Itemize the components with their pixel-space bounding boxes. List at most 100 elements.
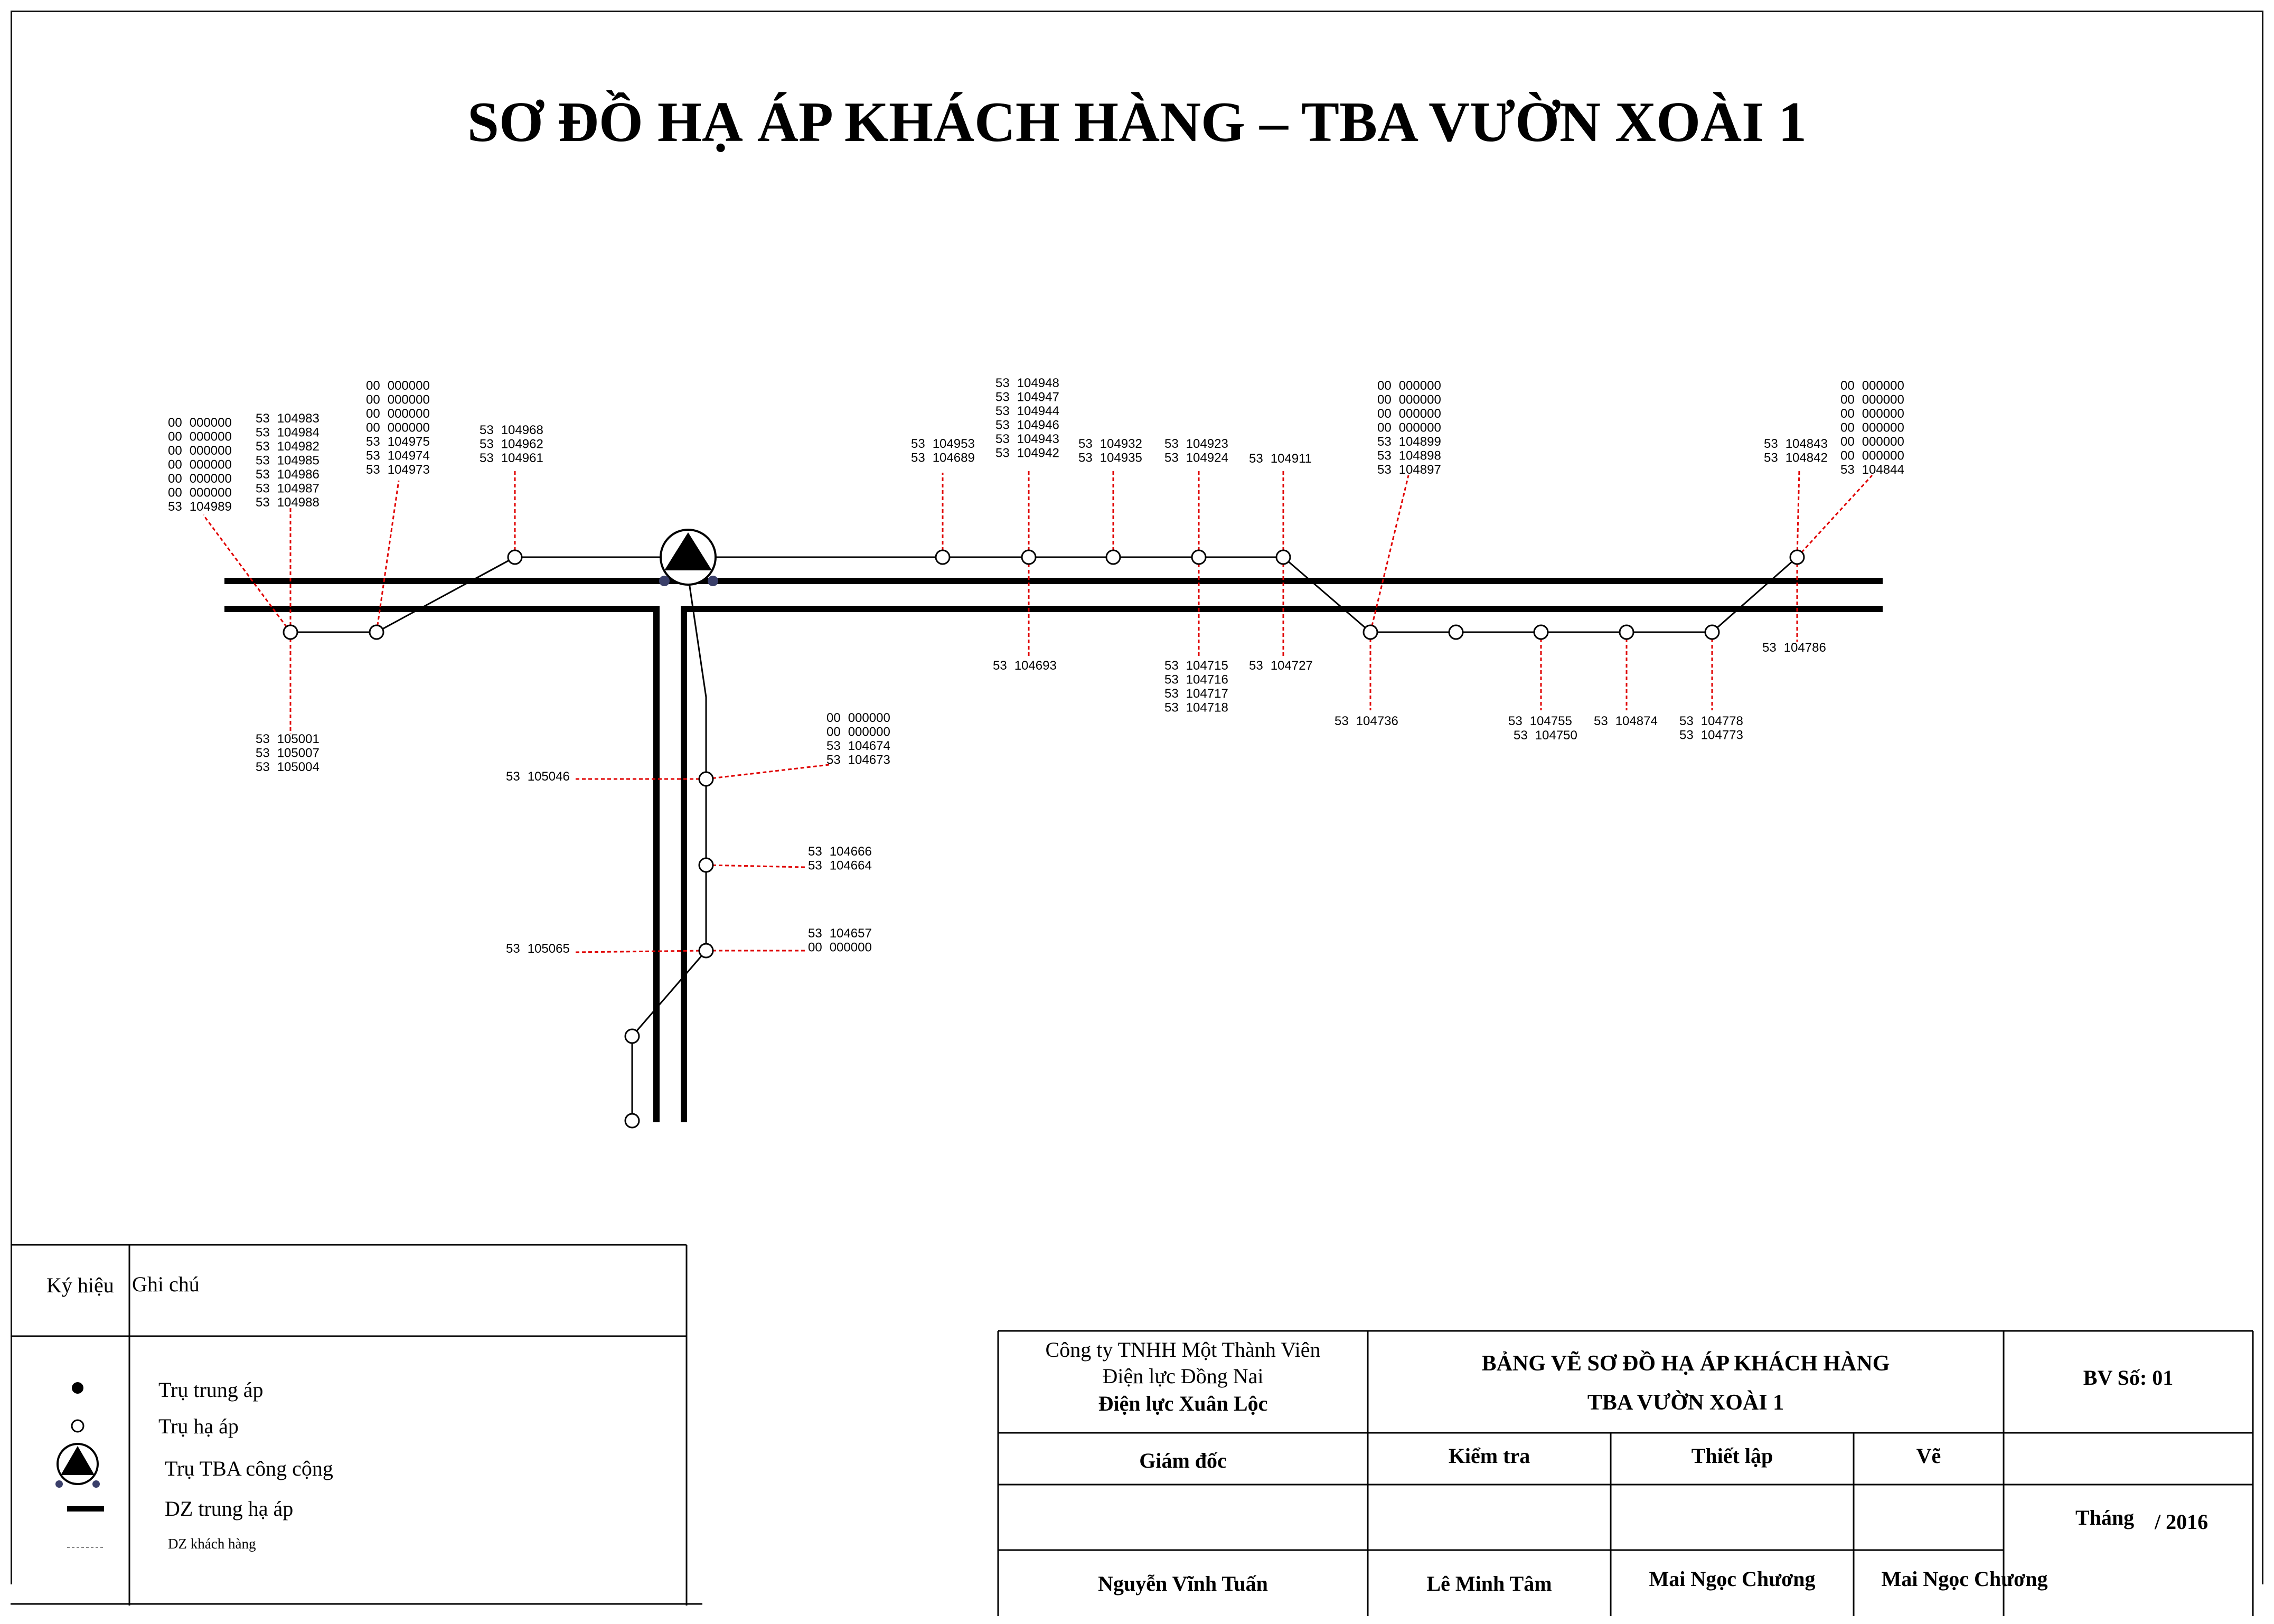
mv-pole-icon bbox=[72, 1382, 83, 1394]
customer-code: 00 000000 bbox=[168, 416, 232, 430]
customer-code: 53 104953 bbox=[911, 437, 975, 451]
customer-code: 00 000000 bbox=[168, 458, 232, 472]
lv-pole bbox=[1191, 549, 1207, 565]
customer-code: 53 104693 bbox=[993, 659, 1057, 673]
customer-code: 00 000000 bbox=[826, 725, 890, 739]
customer-code: 53 104715 bbox=[1164, 659, 1228, 673]
customer-code: 00 000000 bbox=[366, 379, 430, 393]
customer-code: 53 104947 bbox=[995, 390, 1059, 405]
road-lower-left bbox=[224, 606, 660, 1122]
customer-code: 53 104932 bbox=[1078, 437, 1142, 451]
legend-frame bbox=[11, 1244, 702, 1606]
drawing-title-line-2: TBA VƯỜN XOÀI 1 bbox=[1587, 1391, 1784, 1415]
tba-station bbox=[659, 529, 718, 586]
customer-code: 53 104988 bbox=[256, 495, 320, 510]
customer-code: 53 104973 bbox=[366, 463, 430, 477]
customer-code: 53 104874 bbox=[1594, 714, 1658, 728]
lv-pole bbox=[1533, 624, 1549, 640]
customer-code: 53 104923 bbox=[1164, 437, 1228, 451]
customer-code: 53 104750 bbox=[1514, 728, 1577, 743]
customer-code: 53 104984 bbox=[256, 426, 320, 440]
lv-pole bbox=[624, 1028, 640, 1044]
customer-code: 00 000000 bbox=[1377, 379, 1441, 393]
company-line-3: Điện lực Xuân Lộc bbox=[1098, 1392, 1268, 1415]
customer-code: 53 104944 bbox=[995, 404, 1059, 418]
customer-code: 53 104736 bbox=[1335, 714, 1398, 728]
customer-code: 53 104961 bbox=[480, 451, 543, 465]
title-block-grid bbox=[997, 1330, 2254, 1616]
legend-lv-pole: Trụ hạ áp bbox=[158, 1414, 239, 1438]
customer-code: 00 000000 bbox=[1840, 407, 1904, 421]
customer-code: 53 104716 bbox=[1164, 673, 1228, 687]
name-drawn: Mai Ngọc Chương bbox=[1881, 1567, 2048, 1591]
customer-code: 53 104975 bbox=[366, 435, 430, 449]
customer-code: 53 104673 bbox=[826, 753, 890, 767]
customer-code: 00 000000 bbox=[366, 407, 430, 421]
drawing-title-line-1: BẢNG VẼ SƠ ĐỒ HẠ ÁP KHÁCH HÀNG bbox=[1481, 1351, 1890, 1376]
customer-code: 53 105007 bbox=[256, 746, 320, 761]
customer-code: 53 104946 bbox=[995, 418, 1059, 433]
legend-header-symbol: Ký hiệu bbox=[46, 1273, 114, 1297]
lv-pole bbox=[1362, 624, 1378, 640]
customer-code: 53 104942 bbox=[995, 446, 1059, 461]
customer-code: 53 104657 bbox=[808, 926, 872, 941]
lv-pole bbox=[1275, 549, 1291, 565]
lv-pole bbox=[624, 1113, 640, 1129]
customer-code: 53 104786 bbox=[1762, 641, 1826, 655]
customer-code: 53 105046 bbox=[506, 769, 570, 784]
customer-code: 53 105004 bbox=[256, 760, 320, 774]
lv-pole bbox=[1105, 549, 1121, 565]
customer-code: 00 000000 bbox=[168, 472, 232, 486]
customer-code: 00 000000 bbox=[1377, 407, 1441, 421]
customer-code: 53 104778 bbox=[1679, 714, 1743, 728]
lv-pole bbox=[1789, 549, 1805, 565]
lv-poles bbox=[283, 549, 1805, 1129]
legend-tba: Trụ TBA công cộng bbox=[165, 1457, 333, 1480]
lv-pole bbox=[1021, 549, 1037, 565]
customer-code: 53 104943 bbox=[995, 432, 1059, 446]
lv-pole bbox=[369, 624, 384, 640]
customer-code: 53 104974 bbox=[366, 449, 430, 463]
customer-code: 53 104843 bbox=[1764, 437, 1828, 451]
customer-code: 00 000000 bbox=[1840, 421, 1904, 435]
lv-pole bbox=[698, 857, 714, 873]
role-director: Giám đốc bbox=[1139, 1449, 1227, 1472]
customer-code: 53 104968 bbox=[480, 423, 543, 437]
legend-mv-lv-line: DZ trung hạ áp bbox=[165, 1497, 294, 1520]
customer-code: 53 104911 bbox=[1249, 452, 1312, 466]
customer-code: 00 000000 bbox=[826, 711, 890, 725]
legend-mv-pole: Trụ trung áp bbox=[158, 1378, 264, 1402]
customer-code: 53 104664 bbox=[808, 859, 872, 873]
lv-pole bbox=[1619, 624, 1634, 640]
role-drawn: Vẽ bbox=[1916, 1444, 1941, 1468]
customer-code: 53 104773 bbox=[1679, 728, 1743, 743]
customer-code: 53 104924 bbox=[1164, 451, 1228, 465]
customer-code: 53 104987 bbox=[256, 482, 320, 496]
customer-code: 00 000000 bbox=[168, 444, 232, 458]
customer-code: 00 000000 bbox=[1377, 421, 1441, 435]
customer-code: 53 104674 bbox=[826, 739, 890, 753]
customer-code: 00 000000 bbox=[366, 421, 430, 435]
company-line-2: Điện lực Đồng Nai bbox=[1102, 1364, 1264, 1388]
lv-pole bbox=[698, 943, 714, 959]
customer-code: 53 104666 bbox=[808, 844, 872, 859]
customer-code: 53 104717 bbox=[1164, 687, 1228, 701]
customer-code: 53 104982 bbox=[256, 439, 320, 454]
customer-lines bbox=[202, 470, 1873, 953]
company-line-1: Công ty TNHH Một Thành Viên bbox=[1045, 1338, 1321, 1362]
customer-code: 53 104755 bbox=[1508, 714, 1572, 728]
lv-conductors bbox=[290, 556, 1798, 1121]
sheet-border bbox=[11, 11, 2263, 1584]
customer-code: 53 104986 bbox=[256, 467, 320, 482]
name-director: Nguyễn Vĩnh Tuấn bbox=[1098, 1572, 1268, 1595]
lv-pole bbox=[935, 549, 951, 565]
customer-code: 53 104983 bbox=[256, 411, 320, 426]
customer-code: 00 000000 bbox=[808, 941, 872, 955]
drawing-number: BV Số: 01 bbox=[2083, 1366, 2174, 1390]
customer-code: 00 000000 bbox=[168, 486, 232, 500]
name-designed: Mai Ngọc Chương bbox=[1649, 1567, 1816, 1591]
customer-code: 53 104962 bbox=[480, 437, 543, 452]
